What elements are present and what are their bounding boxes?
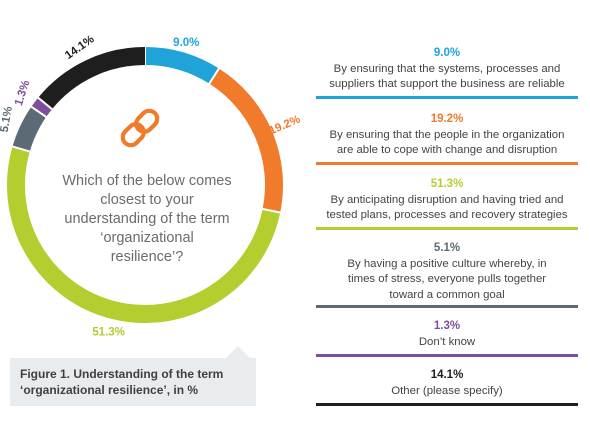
legend-item: 9.0% By ensuring that the systems, proces… [312, 46, 582, 93]
legend-value: 5.1% [433, 242, 461, 254]
slice-value-label: 19.2% [268, 114, 300, 138]
chain-link-icon [120, 108, 160, 148]
legend-item: 5.1% By having a positive culture whereby… [312, 241, 582, 303]
donut-slice [144, 47, 219, 84]
legend-value: 19.2% [430, 113, 464, 125]
legend-rule [316, 162, 578, 165]
legend-label: Other (please specify) [391, 384, 503, 397]
legend-label: By ensuring that the systems, processes … [333, 62, 561, 75]
slice-separator [29, 105, 48, 119]
slice-value-label: 1.3% [13, 79, 33, 108]
slice-separator [207, 67, 221, 86]
donut-chart: 9.0% 19.2% 51.3% 5.1%1.3% 14.1% [0, 33, 300, 339]
donut-slice [7, 146, 281, 323]
slice-separator [36, 96, 54, 111]
legend-value: 51.3% [430, 178, 464, 190]
legend-rule [316, 305, 578, 308]
slice-separator [261, 207, 282, 214]
donut-slices [7, 46, 283, 323]
legend-rule [316, 227, 578, 230]
donut-slice [38, 47, 146, 110]
legend-value: 1.3% [433, 320, 461, 332]
legend-item: 1.3% Don’t know [312, 319, 582, 350]
legend-value: 14.1% [430, 369, 464, 381]
caption-notch [226, 346, 250, 358]
slice-value-label: 9.0% [173, 37, 199, 49]
slice-value-label: 14.1% [63, 33, 97, 62]
legend-rule [316, 354, 578, 357]
figure-caption: Figure 1. Understanding of the term ‘org… [10, 358, 256, 406]
legend-label: times of stress, everyone pulls together [347, 273, 547, 285]
legend-label: tested plans, processes and recovery str… [326, 209, 568, 221]
legend-label: toward a common goal [389, 288, 505, 301]
donut-slice [209, 68, 283, 213]
slice-value-label: 5.1% [0, 105, 15, 133]
legend-label: are able to cope with change and disrupt… [336, 144, 558, 156]
legend-rule [316, 403, 578, 406]
slice-value-label: 51.3% [92, 327, 125, 339]
legend-item: 14.1% Other (please specify) [312, 368, 582, 399]
legend-label: By having a positive culture whereby, in [347, 257, 547, 270]
slice-separator [11, 145, 32, 153]
legend-label: Don’t know [418, 335, 476, 348]
legend-label: By anticipating disruption and having tr… [330, 193, 564, 206]
legend-rule [316, 96, 578, 99]
legend-label: By ensuring that the people in the organ… [329, 128, 565, 141]
legend-item: 19.2% By ensuring that the people in the … [312, 112, 582, 159]
legend-value: 9.0% [433, 47, 461, 59]
center-question: Which of the below comes closest to your… [62, 173, 232, 265]
donut-slice [31, 97, 53, 117]
legend-item: 51.3% By anticipating disruption and havi… [312, 177, 582, 224]
donut-slice [12, 106, 47, 152]
legend-label: suppliers that support the business are … [329, 78, 565, 90]
